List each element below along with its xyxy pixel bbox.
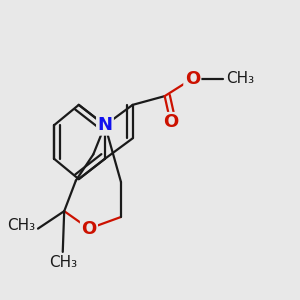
Text: O: O [185,70,200,88]
Text: CH₃: CH₃ [7,218,35,233]
Text: O: O [81,220,97,238]
Text: CH₃: CH₃ [226,71,254,86]
Text: N: N [98,116,112,134]
Text: O: O [163,113,178,131]
Text: CH₃: CH₃ [49,255,77,270]
